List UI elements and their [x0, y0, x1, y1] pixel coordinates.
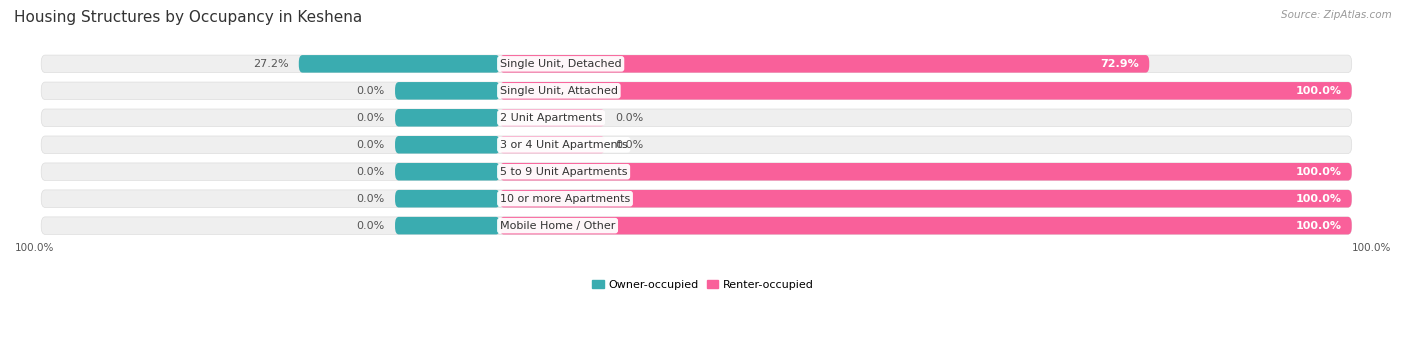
Text: 0.0%: 0.0% — [616, 113, 644, 123]
FancyBboxPatch shape — [501, 163, 1351, 180]
FancyBboxPatch shape — [501, 217, 1351, 234]
Text: 0.0%: 0.0% — [356, 113, 385, 123]
FancyBboxPatch shape — [41, 55, 1351, 73]
Text: 10 or more Apartments: 10 or more Apartments — [501, 194, 630, 204]
FancyBboxPatch shape — [501, 82, 1351, 100]
Text: 100.0%: 100.0% — [1295, 167, 1341, 177]
FancyBboxPatch shape — [501, 136, 605, 153]
Text: Housing Structures by Occupancy in Keshena: Housing Structures by Occupancy in Keshe… — [14, 10, 363, 25]
Text: 100.0%: 100.0% — [1295, 194, 1341, 204]
FancyBboxPatch shape — [41, 190, 1351, 207]
Text: 2 Unit Apartments: 2 Unit Apartments — [501, 113, 602, 123]
Text: Single Unit, Detached: Single Unit, Detached — [501, 59, 621, 69]
Text: 100.0%: 100.0% — [1295, 86, 1341, 96]
FancyBboxPatch shape — [395, 190, 501, 207]
FancyBboxPatch shape — [41, 82, 1351, 100]
FancyBboxPatch shape — [41, 109, 1351, 127]
Legend: Owner-occupied, Renter-occupied: Owner-occupied, Renter-occupied — [592, 280, 814, 290]
Text: Mobile Home / Other: Mobile Home / Other — [501, 221, 616, 231]
FancyBboxPatch shape — [41, 163, 1351, 180]
FancyBboxPatch shape — [501, 190, 1351, 207]
FancyBboxPatch shape — [41, 136, 1351, 153]
Text: 0.0%: 0.0% — [356, 167, 385, 177]
Text: 100.0%: 100.0% — [1351, 243, 1391, 253]
FancyBboxPatch shape — [395, 217, 501, 234]
Text: 27.2%: 27.2% — [253, 59, 288, 69]
FancyBboxPatch shape — [501, 55, 1149, 73]
Text: Single Unit, Attached: Single Unit, Attached — [501, 86, 617, 96]
Text: 72.9%: 72.9% — [1099, 59, 1139, 69]
Text: 0.0%: 0.0% — [356, 194, 385, 204]
Text: 100.0%: 100.0% — [1295, 221, 1341, 231]
FancyBboxPatch shape — [41, 217, 1351, 234]
Text: 3 or 4 Unit Apartments: 3 or 4 Unit Apartments — [501, 140, 627, 150]
FancyBboxPatch shape — [395, 82, 501, 100]
FancyBboxPatch shape — [395, 136, 501, 153]
Text: 0.0%: 0.0% — [356, 221, 385, 231]
Text: 0.0%: 0.0% — [356, 86, 385, 96]
Text: 5 to 9 Unit Apartments: 5 to 9 Unit Apartments — [501, 167, 627, 177]
Text: 0.0%: 0.0% — [356, 140, 385, 150]
FancyBboxPatch shape — [395, 109, 501, 127]
FancyBboxPatch shape — [299, 55, 501, 73]
Text: 100.0%: 100.0% — [15, 243, 55, 253]
Text: Source: ZipAtlas.com: Source: ZipAtlas.com — [1281, 10, 1392, 20]
FancyBboxPatch shape — [395, 163, 501, 180]
FancyBboxPatch shape — [501, 109, 605, 127]
Text: 0.0%: 0.0% — [616, 140, 644, 150]
